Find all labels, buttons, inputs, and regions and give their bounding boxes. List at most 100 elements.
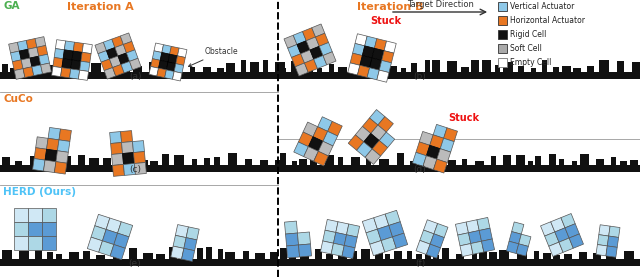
Bar xyxy=(410,161,417,165)
Bar xyxy=(182,250,192,259)
Bar xyxy=(2,64,8,72)
Bar xyxy=(278,259,640,266)
Polygon shape xyxy=(12,60,23,71)
Polygon shape xyxy=(30,56,41,67)
Polygon shape xyxy=(37,45,47,56)
Text: Target Direction: Target Direction xyxy=(406,0,474,9)
Polygon shape xyxy=(166,62,176,71)
Polygon shape xyxy=(360,56,372,68)
Bar xyxy=(56,254,62,259)
Polygon shape xyxy=(28,222,42,236)
Bar xyxy=(433,255,439,259)
Bar xyxy=(479,247,487,259)
Bar xyxy=(45,65,54,72)
Bar xyxy=(206,247,212,259)
Polygon shape xyxy=(104,39,115,51)
Polygon shape xyxy=(367,68,380,80)
Bar xyxy=(133,66,142,72)
Polygon shape xyxy=(87,237,102,252)
Polygon shape xyxy=(47,138,59,151)
Bar xyxy=(203,67,211,72)
Polygon shape xyxy=(284,35,297,48)
Bar xyxy=(517,251,527,259)
Polygon shape xyxy=(285,233,298,246)
Polygon shape xyxy=(95,214,110,229)
Bar xyxy=(498,30,507,39)
Bar xyxy=(114,155,119,165)
Bar xyxy=(214,157,220,165)
Polygon shape xyxy=(157,68,166,78)
Polygon shape xyxy=(374,214,389,229)
Bar xyxy=(162,154,169,165)
Polygon shape xyxy=(303,28,316,41)
Polygon shape xyxy=(159,60,168,70)
Bar xyxy=(499,250,509,259)
Text: Soft Cell: Soft Cell xyxy=(510,44,542,53)
Polygon shape xyxy=(42,208,56,222)
Bar xyxy=(138,160,148,165)
Polygon shape xyxy=(541,222,555,236)
Polygon shape xyxy=(366,229,381,244)
Bar xyxy=(47,252,53,259)
Polygon shape xyxy=(109,132,122,143)
Polygon shape xyxy=(511,222,524,234)
Bar xyxy=(447,61,457,72)
Bar xyxy=(407,251,412,259)
Polygon shape xyxy=(106,48,118,59)
Bar xyxy=(292,161,297,165)
Bar xyxy=(275,160,282,165)
Bar xyxy=(573,68,581,72)
Bar xyxy=(442,248,449,259)
Polygon shape xyxy=(609,226,620,237)
Polygon shape xyxy=(471,241,484,254)
Bar xyxy=(326,254,333,259)
Polygon shape xyxy=(132,141,145,153)
Bar xyxy=(461,67,469,72)
Bar xyxy=(226,63,235,72)
Polygon shape xyxy=(353,43,365,56)
Bar xyxy=(562,66,571,72)
Bar xyxy=(124,158,131,165)
Polygon shape xyxy=(365,36,377,48)
Polygon shape xyxy=(65,41,74,51)
Bar xyxy=(39,158,46,165)
Bar xyxy=(317,68,322,72)
Polygon shape xyxy=(298,244,312,257)
Bar xyxy=(338,157,343,165)
Text: (a): (a) xyxy=(129,72,141,81)
Bar xyxy=(78,155,85,165)
Polygon shape xyxy=(316,33,328,46)
Bar xyxy=(375,253,383,259)
Bar xyxy=(361,249,370,259)
Bar xyxy=(2,157,10,165)
Polygon shape xyxy=(481,239,495,252)
Polygon shape xyxy=(321,241,333,254)
Bar xyxy=(175,68,182,72)
Polygon shape xyxy=(32,65,42,76)
Polygon shape xyxy=(175,225,188,238)
Polygon shape xyxy=(370,240,385,256)
Polygon shape xyxy=(109,56,121,68)
Bar xyxy=(156,254,165,259)
Polygon shape xyxy=(112,36,124,48)
Bar xyxy=(375,65,381,72)
Polygon shape xyxy=(14,69,25,79)
Bar xyxy=(351,157,360,165)
Bar xyxy=(394,251,402,259)
Polygon shape xyxy=(518,234,531,247)
Bar xyxy=(503,62,513,72)
Bar xyxy=(96,255,105,259)
Polygon shape xyxy=(516,244,529,256)
Polygon shape xyxy=(14,208,28,222)
Bar xyxy=(310,153,317,165)
Polygon shape xyxy=(314,55,327,68)
Bar xyxy=(0,259,278,266)
Polygon shape xyxy=(34,148,47,160)
Polygon shape xyxy=(124,41,135,53)
Polygon shape xyxy=(303,122,317,137)
Polygon shape xyxy=(28,236,42,250)
Polygon shape xyxy=(41,63,51,74)
Polygon shape xyxy=(468,230,481,243)
Bar xyxy=(559,159,564,165)
Bar xyxy=(411,63,417,72)
